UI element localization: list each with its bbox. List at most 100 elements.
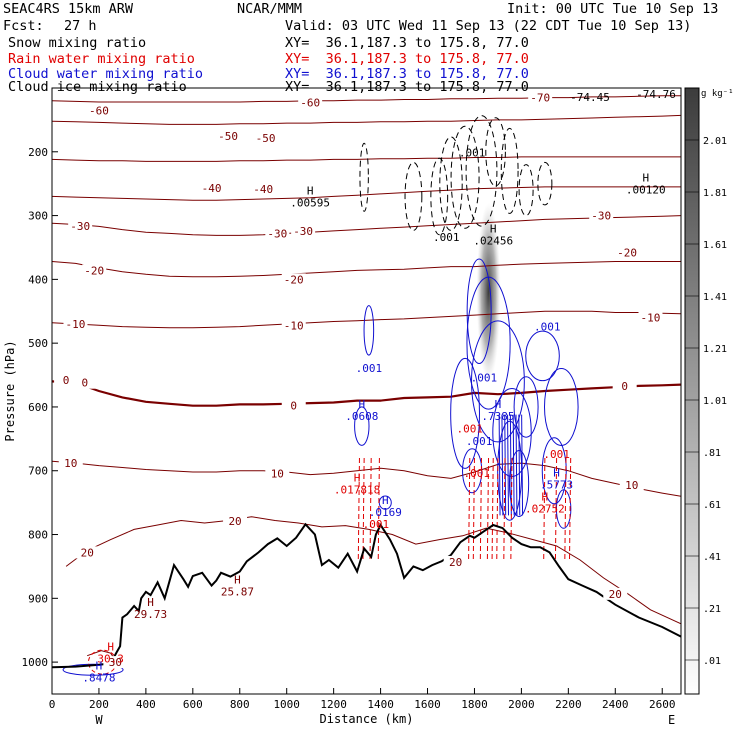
x-tick-label-1600: 1600 (414, 698, 441, 711)
rain-streak-1 (362, 457, 365, 561)
y-tick-label-800: 800 (28, 529, 48, 542)
terrain-label-0-marker: H (234, 574, 241, 587)
temperature-contours (52, 95, 681, 663)
terrain-label-1-marker: H (147, 596, 154, 609)
cloud-contour-3 (466, 258, 492, 365)
temp-label-26: 20 (449, 556, 462, 569)
value-label-9: .001 (363, 518, 390, 531)
rain-max-1-value: .02752 (525, 503, 565, 516)
value-label-1: .001 (433, 231, 460, 244)
rain-contours (87, 457, 572, 675)
snow-contour-4 (450, 125, 480, 229)
colorbar-tick-label-1: 1.81 (703, 188, 727, 199)
x-tick-label-2000: 2000 (508, 698, 535, 711)
rain-max-2-marker: H (107, 641, 114, 654)
temp-label-bg-4 (253, 131, 278, 144)
rain-streak-15 (569, 457, 572, 561)
mixing-ratio-shading (476, 202, 501, 382)
temp-label-16: -10 (641, 312, 661, 325)
temp-label-bg-14 (63, 318, 88, 331)
rain-streak-9 (496, 457, 499, 561)
temp-contour--50 (52, 156, 681, 162)
temp-label-11: -20 (84, 264, 104, 277)
y-tick-label-1000: 1000 (22, 656, 49, 669)
snow-contour-8 (518, 164, 534, 217)
temp-label-3: -50 (218, 130, 238, 143)
temp-label-5: -40 (202, 182, 222, 195)
field-xy-cloud-ice: XY= 36.1,187.3 to 175.8, 77.0 (285, 79, 529, 95)
temp-label-bg-3 (216, 129, 241, 142)
temp-label-bg-8 (265, 227, 290, 240)
colorbar-unit: g kg⁻¹ (701, 89, 734, 99)
temp-label-bg-17 (54, 374, 79, 387)
temp-label-10: -30 (591, 210, 611, 223)
cloud-max-4-marker: H (96, 660, 103, 673)
temp-label-bg-18 (72, 376, 97, 389)
rain-max-2-value: 30.3 (97, 653, 124, 666)
cloud-max-2-value: .7385 (481, 410, 514, 423)
temp-label-15: -10 (284, 319, 304, 332)
cloud-core-line-8 (521, 414, 524, 516)
field-name-cloud-water: Cloud water mixing ratio (8, 66, 204, 82)
temp-contour--10 (52, 310, 681, 329)
field-xy-snow: XY= 36.1,187.3 to 175.8, 77.0 (285, 35, 529, 51)
axes: 0 200 400 600 800 1000 1200 1400 1600 1800 2000 220… (3, 146, 675, 727)
ice-shading-column (476, 202, 501, 382)
colorbar: 2.01 1.81 1.61 1.41 1.21 1.01 .81 .61 .41 .21 .01 g… (684, 87, 734, 695)
terrain-line (52, 522, 681, 669)
temp-label-bg-26 (443, 555, 468, 568)
y-tick-label-400: 400 (28, 273, 48, 286)
temp-label-0: -60 (89, 104, 109, 117)
temp-contour--30 (52, 215, 681, 236)
snow-contour-0 (359, 142, 369, 212)
value-label-6: .001 (457, 422, 484, 435)
field-xy-cloud-water: XY= 36.1,187.3 to 175.8, 77.0 (285, 66, 529, 82)
cloud-contour-7 (513, 376, 539, 438)
colorbar-tick-label-7: .61 (703, 500, 721, 511)
snow-contour-3 (439, 136, 463, 231)
snow-contour-5 (465, 115, 498, 227)
x-tick-label-1200: 1200 (320, 698, 347, 711)
temp-label-bg-16 (638, 311, 663, 324)
colorbar-tick-label-3: 1.41 (703, 292, 727, 303)
temp-label-17: 0 (63, 374, 70, 387)
cloud-core-line-0 (498, 414, 501, 516)
corner-label-1: -74.76 (636, 88, 676, 101)
temp-label-bg-11 (82, 264, 107, 277)
y-tick-label-200: 200 (28, 146, 48, 159)
cloud-max-1-marker: H (382, 494, 389, 507)
x-tick-label-400: 400 (136, 698, 156, 711)
rain-streak-0 (357, 457, 360, 561)
snow-max-marker: H (490, 223, 497, 236)
temp-label-19: 0 (290, 400, 297, 413)
y-tick-label-300: 300 (28, 210, 48, 223)
contour-labels: -60 -60 -70 -50 -50 -40 -40 -30 -30 -30 -30 -20 -20 -… (54, 88, 676, 685)
colorbar-tick-label-2: 1.61 (703, 240, 727, 251)
y-tick-label-500: 500 (28, 337, 48, 350)
value-label-7: .001 (543, 448, 570, 461)
rain-streak-7 (486, 457, 490, 561)
temp-contour--40 (52, 186, 681, 201)
temp-contour-20 (65, 516, 681, 625)
corner-label-0: -74.45 (570, 91, 610, 104)
rain-max-0-value: .017818 (334, 483, 380, 496)
y-tick-label-600: 600 (28, 401, 48, 414)
field-name-snow: Snow mixing ratio (8, 35, 147, 51)
temp-label-21: 10 (64, 457, 77, 470)
cloud-max-4-value: .8478 (82, 672, 115, 685)
cloud-max-1-value: .0169 (369, 506, 402, 519)
value-label-0: .001 (459, 146, 486, 159)
temp-label-bg-19 (281, 399, 306, 412)
x-end-left: W (95, 713, 103, 727)
temp-label-7: -30 (70, 220, 90, 233)
rain-streak-6 (479, 457, 483, 561)
valid-time: Valid: 03 UTC Wed 11 Sep 13 (22 CDT Tue … (285, 18, 692, 34)
model-title: SEAC4RS 15km ARW (3, 1, 134, 17)
terrain-path (52, 522, 681, 669)
header-panel: SEAC4RS 15km ARW NCAR/MMM Init: 00 UTC T… (0, 0, 740, 100)
init-time: Init: 00 UTC Tue 10 Sep 13 (507, 1, 719, 17)
cloud-contour-0 (363, 305, 375, 356)
temp-label-bg-25 (223, 515, 248, 528)
snow-aux-1-marker: H (642, 172, 649, 185)
rain-streak-4 (468, 457, 471, 561)
